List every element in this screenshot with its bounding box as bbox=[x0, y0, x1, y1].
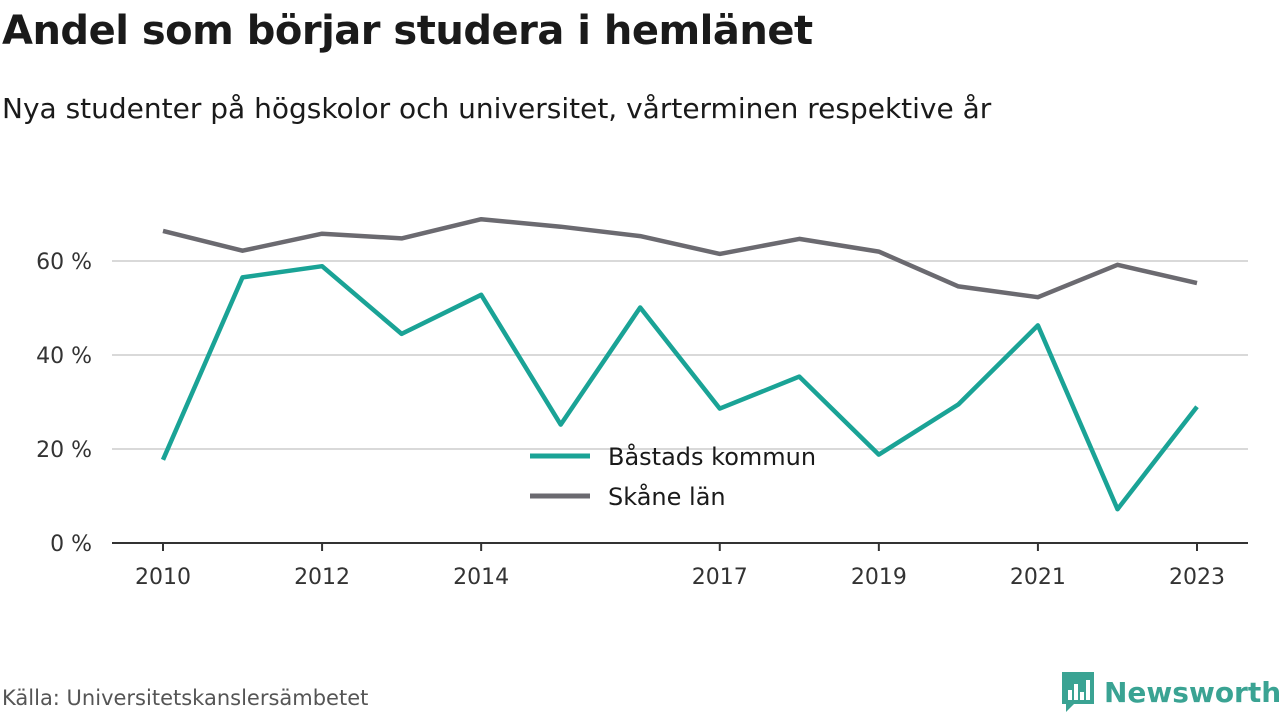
x-tick-label: 2019 bbox=[851, 565, 907, 590]
chart-title: Andel som börjar studera i hemlänet bbox=[2, 8, 813, 54]
legend: Båstads kommun Skåne län bbox=[530, 442, 816, 511]
series-line-bastad bbox=[160, 263, 1199, 512]
x-tick-label: 2017 bbox=[692, 565, 748, 590]
legend-label-skane: Skåne län bbox=[608, 482, 726, 511]
x-axis-ticks: 2010 2012 2014 2017 2019 2021 2023 bbox=[135, 543, 1225, 590]
y-tick-label: 20 % bbox=[36, 438, 92, 463]
brand-name: Newsworthy bbox=[1104, 675, 1280, 709]
x-tick-label: 2023 bbox=[1169, 565, 1225, 590]
series-lines bbox=[160, 216, 1199, 512]
y-tick-label: 60 % bbox=[36, 250, 92, 275]
newsworthy-logo-icon bbox=[1062, 672, 1094, 712]
line-chart: 0 % 20 % 40 % 60 % 2010 2012 2014 2017 2019 2021… bbox=[36, 216, 1248, 590]
chart-subtitle: Nya studenter på högskolor och universit… bbox=[2, 92, 992, 125]
grid-lines bbox=[112, 260, 1248, 544]
brand-logo[interactable]: Newsworthy bbox=[1060, 670, 1280, 714]
y-tick-label: 0 % bbox=[50, 532, 92, 557]
series-line-skane bbox=[162, 216, 1198, 300]
x-tick-label: 2012 bbox=[294, 565, 350, 590]
y-tick-label: 40 % bbox=[36, 344, 92, 369]
x-tick-label: 2010 bbox=[135, 565, 191, 590]
legend-label-bastad: Båstads kommun bbox=[608, 442, 816, 471]
x-tick-label: 2021 bbox=[1010, 565, 1066, 590]
x-tick-label: 2014 bbox=[453, 565, 509, 590]
source-note: Källa: Universitetskanslersämbetet bbox=[2, 686, 369, 710]
y-axis-ticks: 0 % 20 % 40 % 60 % bbox=[36, 250, 92, 557]
